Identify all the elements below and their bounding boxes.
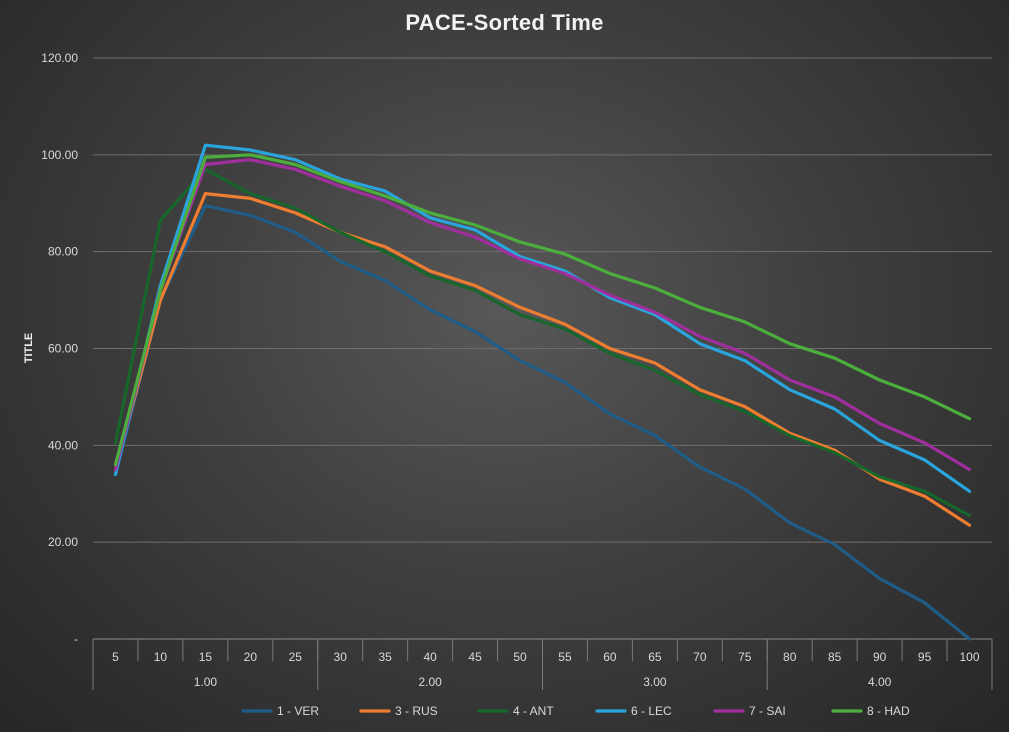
y-axis-label: TITLE	[23, 333, 35, 364]
legend: 1 - VER 3 - RUS 4 - ANT 6 - LEC 7 - SAI 8 - H…	[241, 704, 910, 718]
series-line	[113, 167, 972, 518]
series-line	[113, 143, 972, 493]
x-tick-label: 70	[693, 650, 707, 664]
x-tick-label: 20	[244, 650, 258, 664]
x-tick-label: 35	[378, 650, 392, 664]
legend-label: 8 - HAD	[867, 704, 910, 718]
legend-label: 1 - VER	[277, 704, 319, 718]
y-tick-label: 100.00	[41, 148, 78, 162]
y-tick-label: 60.00	[48, 342, 78, 356]
series-line	[113, 153, 972, 467]
series-line	[113, 204, 972, 641]
x-tick-label: 40	[423, 650, 437, 664]
y-axis: - 20.00 40.00 60.00 80.00 100.00 120.00	[41, 51, 78, 646]
y-tick-label: 40.00	[48, 438, 78, 452]
x-tick-label: 100	[960, 650, 980, 664]
legend-label: 7 - SAI	[749, 704, 786, 718]
x-tick-label: 25	[289, 650, 303, 664]
x-axis: 5 10 15 20 25 30 35 40 45 50 55 60 65 70 75 80 85 90 95 100…	[92, 639, 993, 690]
x-tick-label: 45	[468, 650, 482, 664]
legend-label: 6 - LEC	[631, 704, 672, 718]
chart-title: PACE-Sorted Time	[405, 10, 604, 35]
x-tick-label: 90	[873, 650, 887, 664]
x-tick-label: 85	[828, 650, 842, 664]
x-tick-label: 30	[334, 650, 348, 664]
x-group-label: 1.00	[194, 675, 218, 689]
x-group-label: 4.00	[868, 675, 892, 689]
y-tick-label: 20.00	[48, 535, 78, 549]
x-group-label: 2.00	[418, 675, 442, 689]
x-group-label: 3.00	[643, 675, 667, 689]
x-tick-label: 60	[603, 650, 617, 664]
x-tick-label: 55	[558, 650, 572, 664]
x-tick-label: 95	[918, 650, 932, 664]
series-lines	[113, 143, 972, 641]
x-tick-label: 15	[199, 650, 213, 664]
y-tick-label: 80.00	[48, 245, 78, 259]
x-tick-label: 10	[154, 650, 168, 664]
y-tick-label: -	[74, 632, 78, 646]
y-tick-label: 120.00	[41, 51, 78, 65]
legend-label: 4 - ANT	[513, 704, 554, 718]
x-tick-label: 5	[112, 650, 119, 664]
x-tick-label: 65	[648, 650, 662, 664]
legend-label: 3 - RUS	[395, 704, 438, 718]
series-line	[113, 192, 972, 527]
x-tick-label: 50	[513, 650, 527, 664]
gridlines	[93, 57, 992, 640]
series-line	[113, 158, 972, 472]
x-tick-label: 75	[738, 650, 752, 664]
x-tick-label: 80	[783, 650, 797, 664]
